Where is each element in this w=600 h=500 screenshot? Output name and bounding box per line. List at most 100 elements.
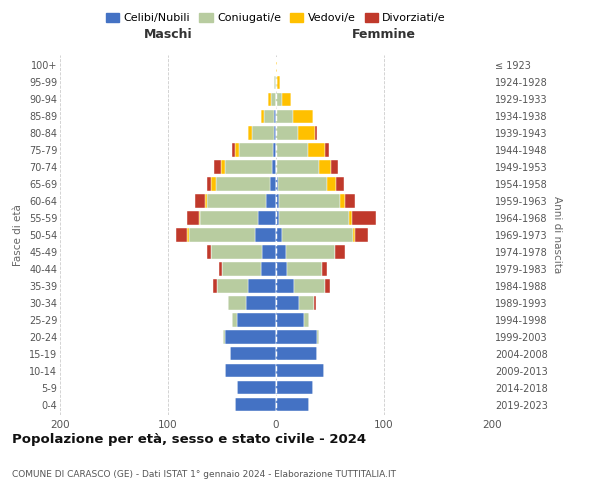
Bar: [276, 126, 298, 140]
Bar: [207, 246, 211, 258]
Bar: [237, 314, 276, 326]
Bar: [299, 296, 314, 310]
Bar: [237, 381, 276, 394]
Bar: [276, 398, 310, 411]
Bar: [262, 246, 276, 258]
Bar: [340, 194, 345, 207]
Bar: [269, 178, 276, 190]
Bar: [264, 110, 274, 123]
Bar: [256, 228, 276, 241]
Bar: [219, 262, 222, 276]
Bar: [252, 126, 274, 140]
Bar: [278, 178, 327, 190]
Bar: [211, 178, 215, 190]
Bar: [274, 76, 276, 89]
Bar: [319, 160, 331, 173]
Bar: [195, 194, 205, 207]
Bar: [279, 194, 340, 207]
Bar: [352, 212, 376, 224]
Bar: [335, 246, 345, 258]
Bar: [276, 160, 319, 173]
Bar: [214, 160, 221, 173]
Bar: [214, 280, 217, 292]
Bar: [314, 296, 316, 310]
Bar: [257, 212, 276, 224]
Bar: [225, 364, 276, 378]
Bar: [266, 194, 276, 207]
Bar: [276, 330, 317, 344]
Bar: [230, 347, 276, 360]
Bar: [322, 262, 327, 276]
Bar: [353, 228, 355, 241]
Bar: [286, 246, 335, 258]
Bar: [276, 58, 277, 72]
Y-axis label: Fasce di età: Fasce di età: [13, 204, 23, 266]
Bar: [222, 262, 261, 276]
Bar: [273, 144, 276, 156]
Bar: [235, 398, 276, 411]
Bar: [276, 110, 293, 123]
Bar: [293, 110, 313, 123]
Text: COMUNE DI CARASCO (GE) - Dati ISTAT 1° gennaio 2024 - Elaborazione TUTTITALIA.IT: COMUNE DI CARASCO (GE) - Dati ISTAT 1° g…: [12, 470, 396, 479]
Y-axis label: Anni di nascita: Anni di nascita: [551, 196, 562, 274]
Bar: [200, 212, 257, 224]
Bar: [283, 92, 291, 106]
Bar: [232, 314, 237, 326]
Bar: [276, 280, 295, 292]
Bar: [337, 178, 344, 190]
Bar: [248, 126, 252, 140]
Bar: [232, 144, 235, 156]
Bar: [276, 228, 283, 241]
Bar: [276, 347, 317, 360]
Bar: [276, 194, 279, 207]
Bar: [272, 160, 276, 173]
Bar: [276, 314, 304, 326]
Bar: [261, 110, 264, 123]
Bar: [276, 296, 299, 310]
Bar: [276, 364, 323, 378]
Bar: [276, 178, 278, 190]
Bar: [276, 144, 308, 156]
Bar: [276, 212, 279, 224]
Bar: [317, 330, 319, 344]
Bar: [277, 76, 280, 89]
Bar: [279, 212, 349, 224]
Bar: [276, 92, 283, 106]
Text: Maschi: Maschi: [143, 28, 193, 42]
Bar: [207, 178, 211, 190]
Bar: [298, 126, 315, 140]
Bar: [315, 126, 317, 140]
Bar: [248, 280, 276, 292]
Bar: [223, 330, 225, 344]
Bar: [176, 228, 187, 241]
Bar: [331, 160, 338, 173]
Bar: [207, 194, 266, 207]
Bar: [276, 262, 287, 276]
Bar: [274, 110, 276, 123]
Bar: [246, 296, 276, 310]
Bar: [295, 280, 325, 292]
Bar: [345, 194, 355, 207]
Bar: [261, 262, 276, 276]
Bar: [271, 92, 276, 106]
Bar: [221, 160, 225, 173]
Bar: [239, 144, 273, 156]
Bar: [355, 228, 368, 241]
Bar: [199, 212, 200, 224]
Bar: [188, 228, 256, 241]
Bar: [308, 144, 325, 156]
Bar: [325, 144, 329, 156]
Bar: [229, 296, 246, 310]
Bar: [187, 212, 199, 224]
Bar: [349, 212, 352, 224]
Bar: [304, 314, 310, 326]
Bar: [217, 280, 248, 292]
Bar: [211, 246, 262, 258]
Bar: [283, 228, 353, 241]
Bar: [235, 144, 239, 156]
Bar: [268, 92, 271, 106]
Bar: [325, 280, 330, 292]
Bar: [274, 126, 276, 140]
Bar: [205, 194, 207, 207]
Text: Femmine: Femmine: [352, 28, 416, 42]
